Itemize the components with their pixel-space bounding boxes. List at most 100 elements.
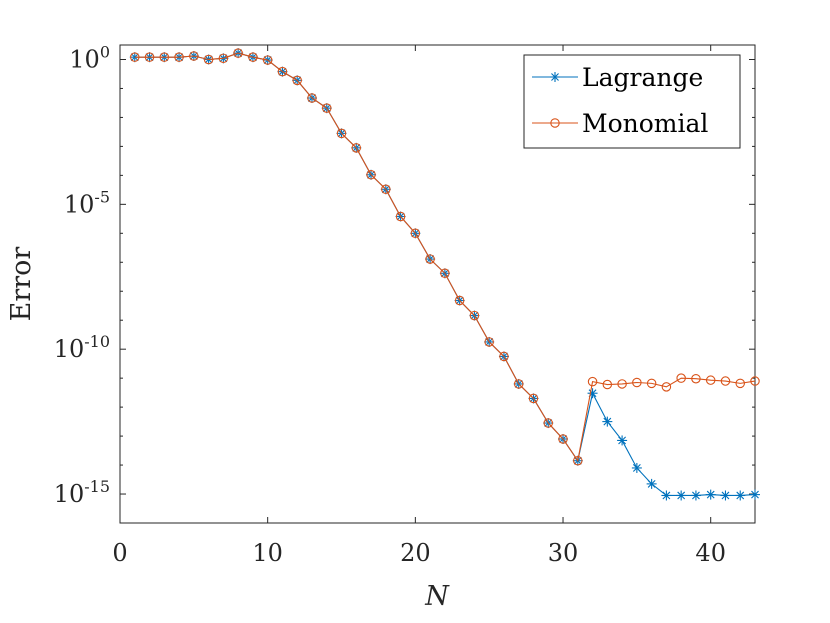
data-point	[617, 379, 627, 389]
legend-marker	[550, 118, 560, 128]
legend-label: Lagrange	[582, 63, 703, 92]
asterisk-stroke	[647, 479, 656, 488]
legend-marker	[550, 72, 560, 82]
data-point	[130, 52, 140, 62]
data-point	[336, 128, 347, 139]
data-point	[262, 55, 273, 65]
asterisk-stroke	[603, 417, 612, 426]
data-point	[691, 373, 701, 384]
asterisk-stroke	[662, 491, 671, 500]
data-point	[469, 310, 480, 321]
data-point	[602, 416, 613, 427]
series-layer	[129, 48, 760, 501]
data-point	[159, 52, 170, 62]
asterisk-stroke	[632, 464, 641, 472]
y-tick-label-base: 10	[54, 335, 85, 363]
data-point	[381, 184, 391, 195]
data-point	[735, 378, 745, 389]
y-tick-label: 100	[69, 42, 110, 73]
data-point	[203, 54, 214, 65]
data-point	[292, 75, 302, 86]
data-point	[587, 388, 598, 399]
data-point	[690, 490, 701, 501]
data-point	[750, 489, 760, 500]
data-point	[410, 228, 421, 239]
data-point	[558, 434, 568, 444]
asterisk-stroke	[706, 490, 715, 499]
data-point	[321, 103, 332, 113]
legend-item-lagrange: Lagrange	[532, 63, 703, 92]
x-tick-label: 10	[252, 539, 283, 567]
data-point	[676, 490, 687, 501]
x-axis-title: N	[424, 581, 450, 612]
y-tick-label-base: 10	[64, 190, 95, 218]
data-point	[631, 462, 642, 473]
asterisk-stroke	[618, 436, 627, 445]
data-point	[440, 268, 450, 279]
data-point	[528, 393, 539, 404]
axis-ticks	[119, 45, 755, 524]
data-point	[735, 490, 746, 501]
y-axis-title: Error	[6, 247, 37, 322]
y-tick-label-exponent: -15	[84, 477, 110, 496]
y-tick-label: 10-10	[54, 332, 110, 363]
data-point	[587, 376, 598, 387]
data-point	[513, 379, 524, 389]
data-point	[144, 52, 155, 62]
y-tick-label-exponent: -5	[94, 187, 110, 206]
y-tick-label-base: 10	[54, 480, 85, 508]
data-point	[307, 93, 317, 103]
data-point	[218, 53, 229, 64]
data-point	[395, 211, 406, 222]
asterisk-stroke	[736, 491, 745, 500]
legend-label: Monomial	[582, 109, 708, 138]
series-monomial	[130, 48, 760, 466]
asterisk-stroke	[551, 73, 559, 81]
data-point	[573, 455, 583, 466]
data-point	[174, 52, 184, 62]
data-point	[189, 51, 199, 61]
data-point	[661, 490, 672, 501]
data-point	[425, 254, 435, 264]
data-point	[351, 143, 362, 153]
asterisk-stroke	[692, 491, 700, 500]
data-point	[705, 375, 716, 385]
y-tick-label: 10-5	[64, 187, 110, 218]
x-tick-label: 0	[112, 539, 127, 567]
asterisk-stroke	[751, 490, 759, 499]
legend-item-monomial: Monomial	[532, 109, 708, 138]
legend: Lagrange Monomial	[523, 54, 741, 149]
y-tick-label: 10-15	[54, 477, 110, 508]
data-point	[720, 490, 731, 501]
data-point	[543, 418, 554, 428]
x-tick-label: 30	[548, 539, 579, 567]
data-point	[617, 435, 628, 446]
data-point	[720, 376, 731, 386]
data-point	[632, 377, 642, 388]
y-tick-label-base: 10	[69, 45, 100, 73]
x-tick-label: 40	[695, 539, 726, 567]
data-point	[366, 170, 376, 180]
data-point	[676, 373, 686, 383]
data-point	[705, 489, 716, 500]
asterisk-stroke	[677, 491, 686, 500]
asterisk-stroke	[721, 491, 730, 500]
series-line	[134, 52, 756, 463]
data-point	[646, 478, 657, 489]
data-point	[602, 379, 613, 390]
data-point	[248, 52, 258, 62]
data-point	[750, 376, 760, 386]
data-point	[233, 48, 243, 58]
y-tick-label-exponent: 0	[100, 42, 110, 61]
data-point	[661, 382, 672, 392]
legend-box	[523, 54, 741, 149]
legend-items: Lagrange Monomial	[532, 63, 708, 138]
data-point	[454, 295, 465, 306]
x-tick-label: 20	[400, 539, 431, 567]
y-tick-label-exponent: -10	[84, 332, 110, 351]
data-point	[499, 351, 509, 362]
data-point	[484, 337, 494, 347]
data-point	[277, 66, 288, 77]
